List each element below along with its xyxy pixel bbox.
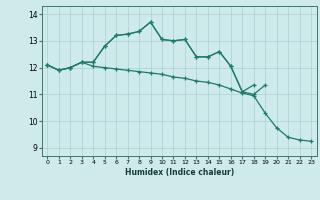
X-axis label: Humidex (Indice chaleur): Humidex (Indice chaleur) xyxy=(124,168,234,177)
